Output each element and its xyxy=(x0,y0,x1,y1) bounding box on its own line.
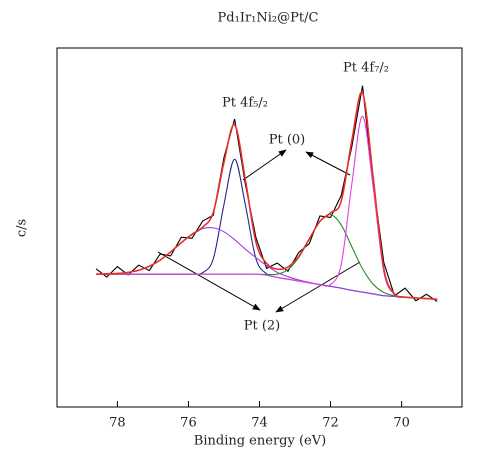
y-axis-label: c/s xyxy=(15,219,30,237)
annotation-arrows xyxy=(157,149,361,313)
chart-title: Pd₁Ir₁Ni₂@Pt/C xyxy=(218,11,319,26)
x-tick-label: 74 xyxy=(251,416,268,431)
annotation: Pt (2) xyxy=(244,319,281,334)
annotation: Pt (0) xyxy=(269,133,306,148)
x-tick-label: 72 xyxy=(322,416,339,431)
series-line xyxy=(96,115,438,300)
x-tick-label: 76 xyxy=(180,416,197,431)
series-line xyxy=(96,213,438,300)
arrow xyxy=(157,251,261,311)
arrow xyxy=(275,261,361,313)
x-axis-label: Binding energy (eV) xyxy=(194,434,326,449)
x-tick-label: 70 xyxy=(393,416,410,431)
arrow xyxy=(242,149,287,181)
series-line xyxy=(96,91,438,301)
series-line xyxy=(95,85,438,302)
annotation: Pt 4f₇/₂ xyxy=(343,61,389,76)
x-tick-label: 78 xyxy=(109,416,126,431)
annotation: Pt 4f₅/₂ xyxy=(222,96,268,111)
arrow xyxy=(305,151,351,176)
